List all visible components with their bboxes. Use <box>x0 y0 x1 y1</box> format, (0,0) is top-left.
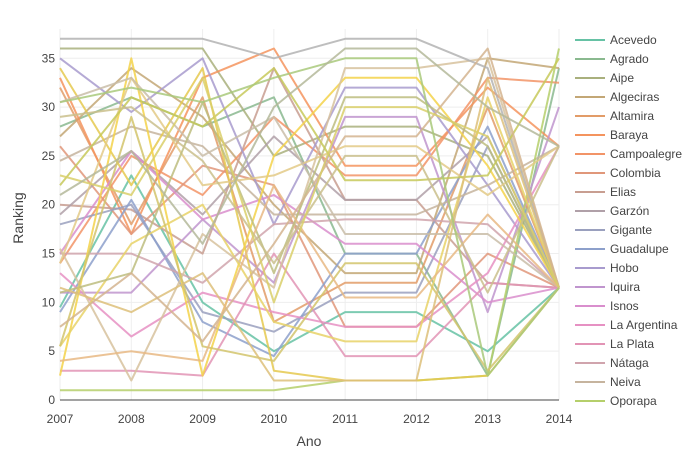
x-tick-label: 2011 <box>332 412 358 426</box>
x-tick-label: 2010 <box>261 412 288 426</box>
legend-item[interactable]: Neiva <box>575 375 641 389</box>
legend-item[interactable]: Agrado <box>575 52 649 66</box>
legend-label: Acevedo <box>610 33 657 47</box>
legend-label: Algeciras <box>610 90 659 104</box>
legend-label: Gigante <box>610 223 652 237</box>
legend-label: Colombia <box>610 166 661 180</box>
legend-label: Nátaga <box>610 356 649 370</box>
series-line-33[interactable] <box>59 106 560 294</box>
series-line-27[interactable] <box>59 96 560 294</box>
series-line-13[interactable] <box>60 106 560 314</box>
y-tick-label: 0 <box>48 393 55 407</box>
series-line-18[interactable] <box>59 125 560 216</box>
series-line-31[interactable] <box>59 184 560 362</box>
legend-label: Hobo <box>610 261 639 275</box>
x-axis-title: Ano <box>297 433 322 449</box>
legend-label: Altamira <box>610 109 654 123</box>
y-tick-label: 30 <box>42 100 56 114</box>
series-line-28[interactable] <box>59 57 560 186</box>
legend-item[interactable]: Gigante <box>575 223 652 237</box>
series-line-35[interactable] <box>59 57 560 377</box>
y-tick-label: 20 <box>42 198 56 212</box>
legend-label: Elias <box>610 185 636 199</box>
y-tick-label: 35 <box>42 51 56 65</box>
legend-item[interactable]: Oporapa <box>575 394 657 408</box>
legend-label: Aipe <box>610 71 634 85</box>
legend-item[interactable]: Aipe <box>575 71 634 85</box>
series-line-36[interactable] <box>59 47 560 245</box>
series-line-29[interactable] <box>59 115 560 372</box>
y-tick-label: 10 <box>42 295 56 309</box>
legend-item[interactable]: Elias <box>575 185 636 199</box>
legend-item[interactable]: Garzón <box>575 204 649 218</box>
series-line-14[interactable] <box>59 150 560 304</box>
legend-label: Campoalegre <box>610 147 682 161</box>
legend-item[interactable]: Acevedo <box>575 33 657 47</box>
series-line-16[interactable] <box>60 252 560 377</box>
legend-item[interactable]: Hobo <box>575 261 639 275</box>
legend-label: Iquira <box>610 280 640 294</box>
x-tick-label: 2012 <box>403 412 430 426</box>
legend-label: Guadalupe <box>610 242 669 256</box>
legend-item[interactable]: Isnos <box>575 299 639 313</box>
legend-label: La Plata <box>610 337 654 351</box>
legend[interactable]: Acevedo Agrado Aipe Algeciras Altamira Baraya… <box>575 33 682 408</box>
series-line-23[interactable] <box>59 76 560 264</box>
series-line-17[interactable] <box>60 218 560 289</box>
series-line-32[interactable] <box>59 47 560 343</box>
x-tick-label: 2013 <box>474 412 501 426</box>
legend-item[interactable]: Nátaga <box>575 356 649 370</box>
axes: Ano Ranking 0 5 10 15 20 25 30 35 2007 2008 2009 20… <box>10 51 573 449</box>
legend-label: Neiva <box>610 375 641 389</box>
series-lines <box>59 37 560 392</box>
y-tick-label: 25 <box>42 149 56 163</box>
y-tick-label: 15 <box>42 247 56 261</box>
legend-item[interactable]: Guadalupe <box>575 242 669 256</box>
legend-label: Agrado <box>610 52 649 66</box>
legend-item[interactable]: Iquira <box>575 280 640 294</box>
y-axis-title: Ranking <box>10 192 26 243</box>
series-line-21[interactable] <box>59 57 560 377</box>
legend-label: Oporapa <box>610 394 657 408</box>
series-line-34[interactable] <box>59 76 560 304</box>
legend-item[interactable]: La Plata <box>575 337 654 351</box>
series-line-15[interactable] <box>59 145 560 338</box>
legend-item[interactable]: Colombia <box>575 166 661 180</box>
legend-item[interactable]: Campoalegre <box>575 147 682 161</box>
legend-item[interactable]: Algeciras <box>575 90 659 104</box>
series-line-30[interactable] <box>59 76 560 382</box>
legend-item[interactable]: Baraya <box>575 128 648 142</box>
x-tick-label: 2009 <box>189 412 216 426</box>
legend-label: Garzón <box>610 204 649 218</box>
x-tick-label: 2007 <box>47 412 74 426</box>
x-tick-label: 2014 <box>546 412 573 426</box>
legend-label: La Argentina <box>610 318 678 332</box>
series-line-24[interactable] <box>59 57 560 382</box>
legend-label: Isnos <box>610 299 639 313</box>
legend-item[interactable]: La Argentina <box>575 318 678 332</box>
y-tick-label: 5 <box>48 344 55 358</box>
legend-item[interactable]: Altamira <box>575 109 654 123</box>
legend-label: Baraya <box>610 128 648 142</box>
x-tick-label: 2008 <box>118 412 145 426</box>
series-line-5[interactable] <box>59 47 560 235</box>
